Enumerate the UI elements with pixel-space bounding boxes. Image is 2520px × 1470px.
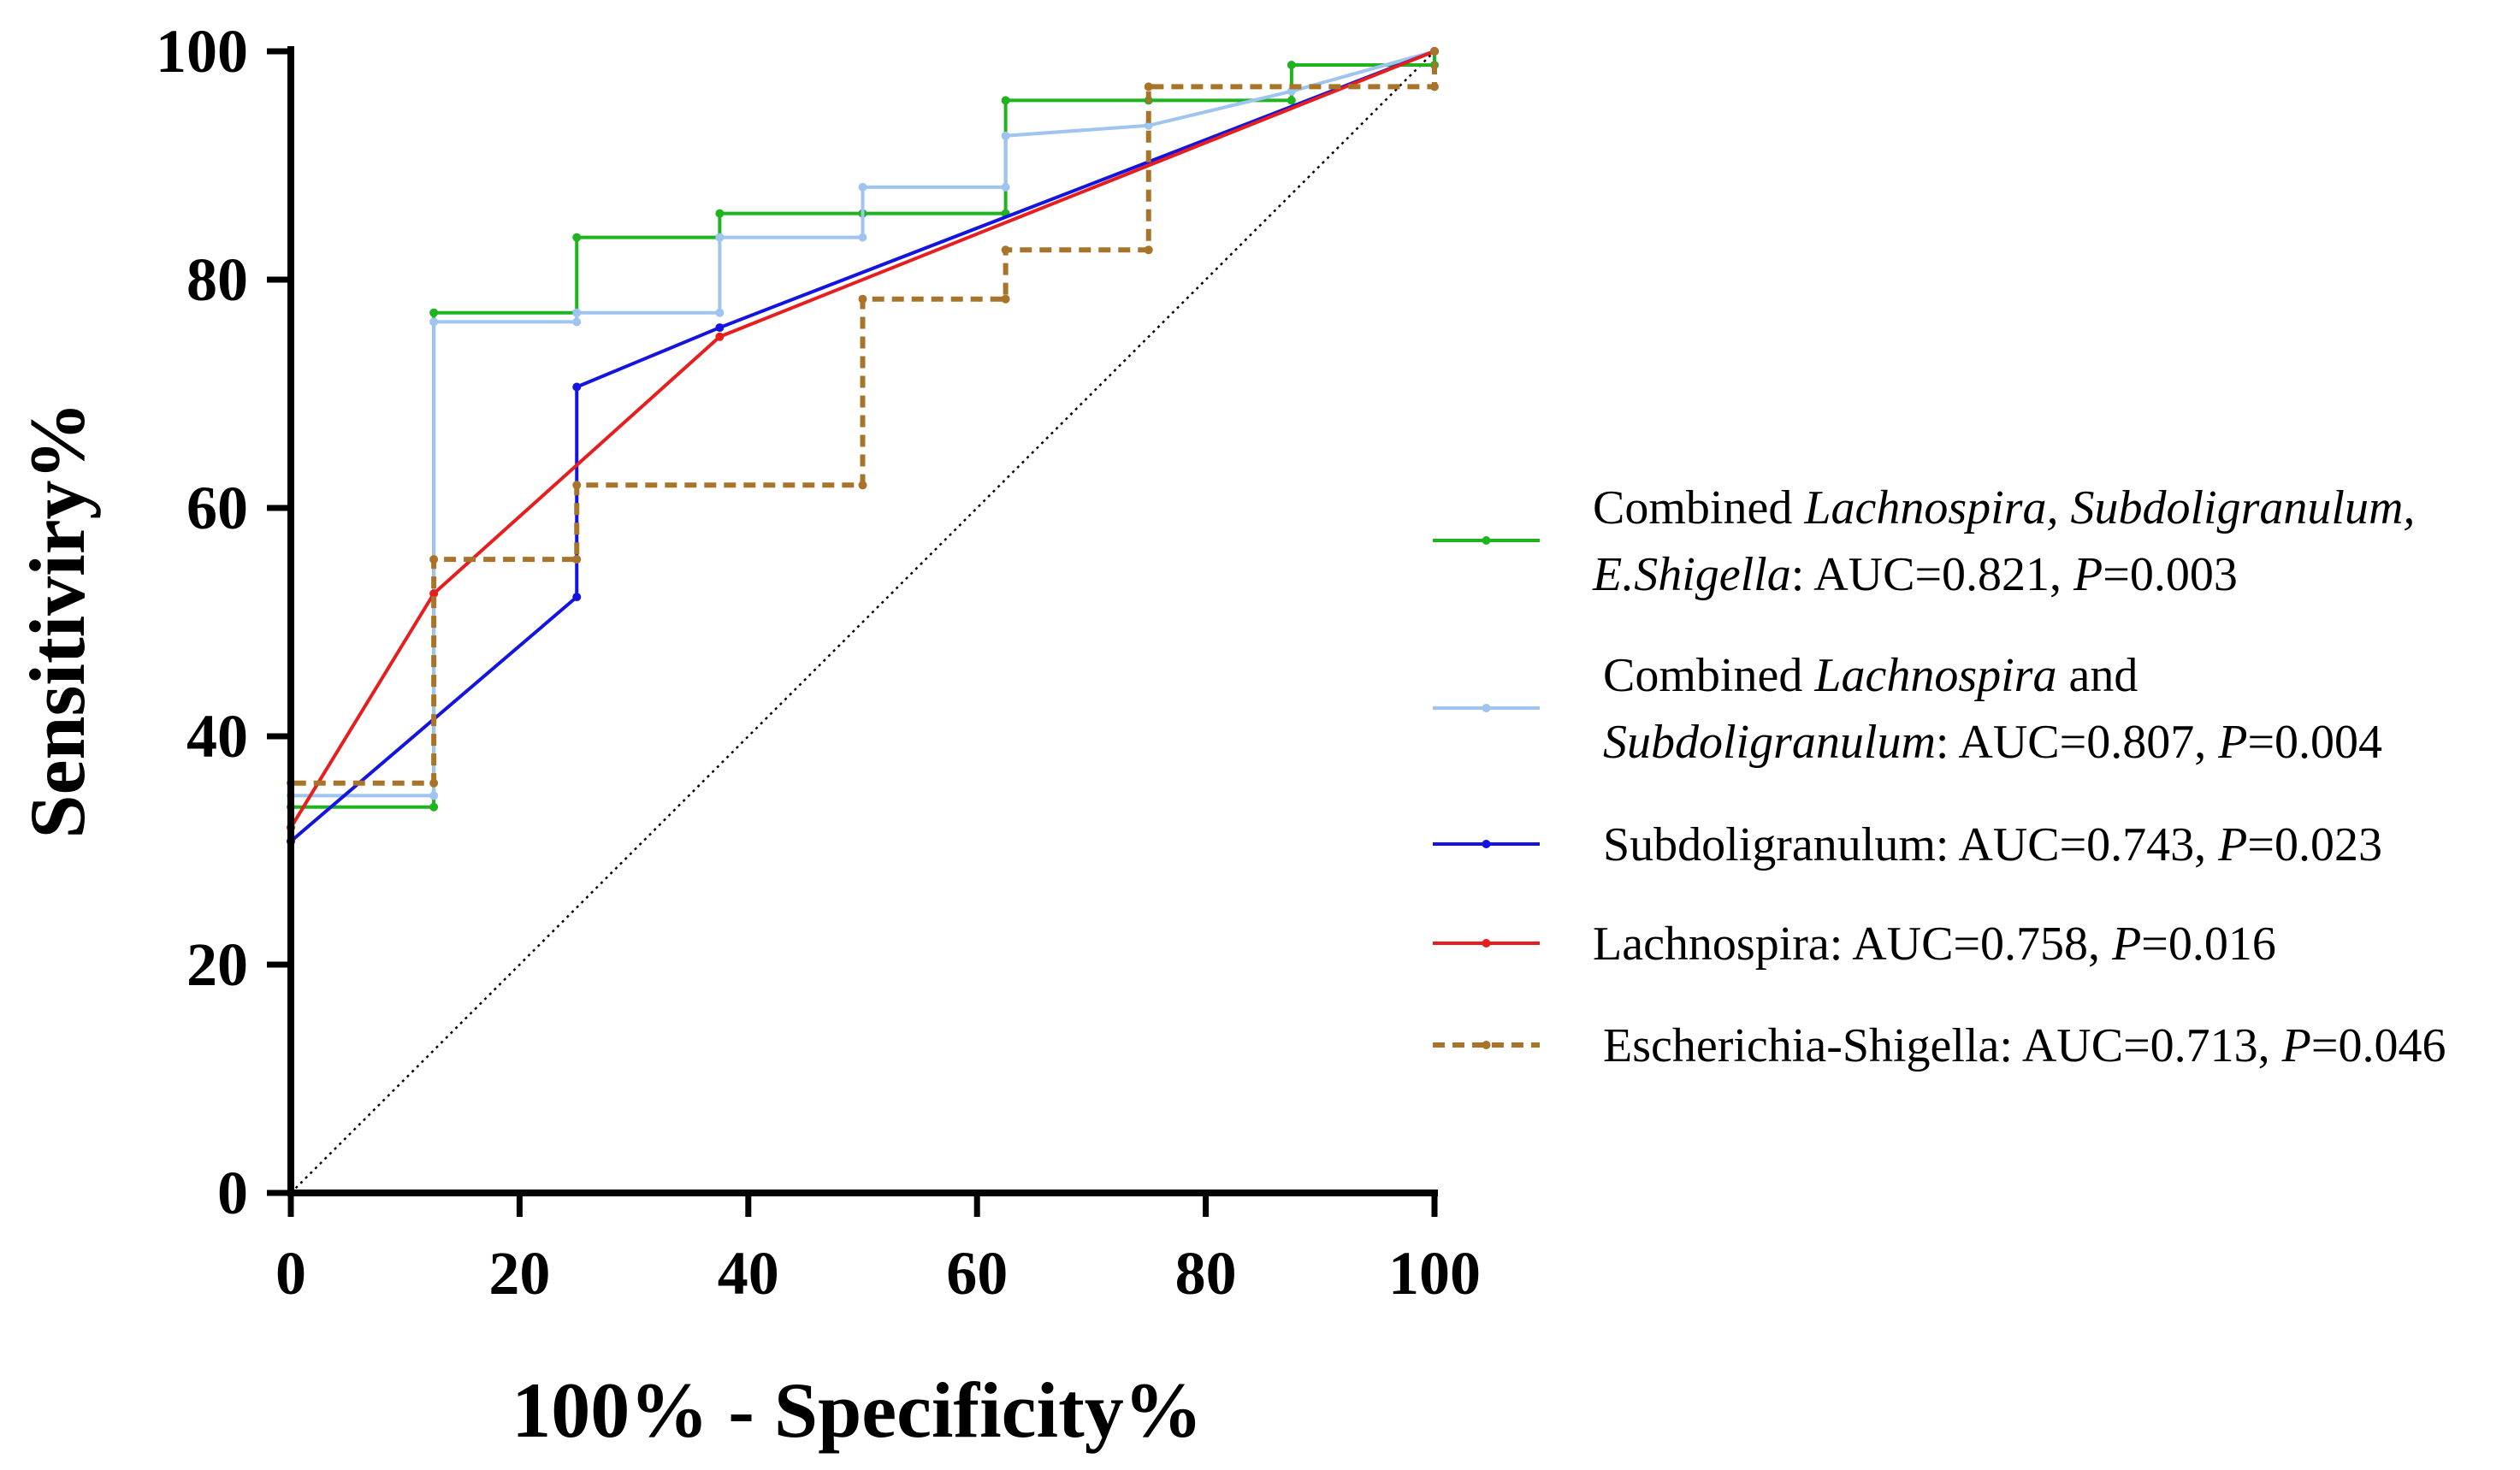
axes: 0 20 40 60 80 100 0 20 40 60 80 100 bbox=[156, 17, 1481, 1308]
series-2-point bbox=[572, 593, 582, 602]
legend-item-1: Combined Lachnospira and Subdoligranulum:… bbox=[1433, 649, 2382, 769]
series-0-point bbox=[429, 308, 439, 317]
series-1-point bbox=[1001, 182, 1010, 192]
legend-marker-4 bbox=[1482, 1041, 1491, 1049]
series-0-point bbox=[1287, 61, 1296, 70]
y-tick-label: 40 bbox=[186, 702, 248, 770]
legend-marker-2 bbox=[1482, 840, 1491, 848]
series-3-point bbox=[715, 332, 725, 341]
series-4-point bbox=[858, 481, 867, 490]
series-3-point bbox=[429, 589, 439, 599]
series-4-point bbox=[572, 481, 582, 490]
x-tick-label: 20 bbox=[488, 1239, 550, 1308]
series-4-point bbox=[572, 555, 582, 564]
y-tick-label: 100 bbox=[156, 17, 248, 86]
x-tick-label: 60 bbox=[946, 1239, 1008, 1308]
series-1-point bbox=[858, 233, 867, 242]
reference-diagonal bbox=[290, 50, 1435, 1194]
series-4-point bbox=[1144, 245, 1153, 255]
legend-label-1: Subdoligranulum: AUC=0.807, P=0.004 bbox=[1603, 716, 2382, 769]
series-0-point bbox=[572, 233, 582, 242]
series-1-point bbox=[1001, 131, 1010, 140]
series-4-point bbox=[1001, 245, 1010, 255]
legend: Combined Lachnospira, Subdoligranulum, E.… bbox=[1433, 481, 2446, 1072]
legend-label-0: E.Shigella: AUC=0.821, P=0.003 bbox=[1592, 548, 2238, 601]
series-0-point bbox=[1001, 96, 1010, 105]
y-tick-label: 0 bbox=[217, 1159, 248, 1227]
series-0-point bbox=[429, 802, 439, 812]
x-axis-title: 100% - Specificity% bbox=[512, 1367, 1202, 1454]
series-4-point bbox=[1144, 82, 1153, 92]
series-4-point bbox=[858, 294, 867, 304]
x-tick-label: 80 bbox=[1175, 1239, 1237, 1308]
series-4 bbox=[287, 47, 1439, 1197]
series-4-point bbox=[1430, 82, 1439, 92]
series-4-point bbox=[1430, 47, 1439, 56]
legend-item-0: Combined Lachnospira, Subdoligranulum, E.… bbox=[1433, 481, 2415, 601]
series-4-point bbox=[1001, 294, 1010, 304]
series-1-point bbox=[572, 317, 582, 327]
legend-item-3: Lachnospira: AUC=0.758, P=0.016 bbox=[1433, 918, 2276, 971]
series-2-point bbox=[715, 323, 725, 333]
legend-label-2: Subdoligranulum: AUC=0.743, P=0.023 bbox=[1603, 818, 2382, 871]
legend-item-4: Escherichia-Shigella: AUC=0.713, P=0.046 bbox=[1433, 1019, 2446, 1072]
series-1-point bbox=[858, 182, 867, 192]
legend-marker-3 bbox=[1482, 939, 1491, 948]
series-1-point bbox=[715, 233, 725, 242]
x-tick-label: 100 bbox=[1388, 1239, 1481, 1308]
reference-line bbox=[290, 50, 1435, 1194]
series-4-point bbox=[429, 778, 439, 788]
legend-label-0: Combined Lachnospira, Subdoligranulum, bbox=[1593, 481, 2415, 534]
x-tick-label: 40 bbox=[718, 1239, 779, 1308]
y-tick-label: 20 bbox=[186, 930, 248, 999]
series-1-point bbox=[572, 308, 582, 317]
legend-item-2: Subdoligranulum: AUC=0.743, P=0.023 bbox=[1433, 818, 2382, 871]
series-4-point bbox=[429, 555, 439, 564]
series-1-point bbox=[1144, 121, 1153, 130]
y-axis-title: Sensitiviry% bbox=[14, 401, 101, 838]
series-1-point bbox=[429, 791, 439, 800]
series-0-point bbox=[715, 209, 725, 218]
series-1-point bbox=[715, 308, 725, 317]
legend-label-3: Lachnospira: AUC=0.758, P=0.016 bbox=[1593, 918, 2276, 971]
x-tick-label: 0 bbox=[275, 1239, 306, 1308]
series-0-point bbox=[1287, 96, 1296, 105]
legend-marker-0 bbox=[1482, 536, 1491, 545]
series-line-4 bbox=[288, 51, 1437, 1193]
legend-label-1: Combined Lachnospira and bbox=[1603, 649, 2138, 702]
series-1-point bbox=[429, 317, 439, 327]
series-2-point bbox=[572, 382, 582, 392]
y-tick-label: 60 bbox=[186, 474, 248, 542]
y-tick-label: 80 bbox=[186, 245, 248, 314]
legend-marker-1 bbox=[1482, 704, 1491, 712]
legend-label-4: Escherichia-Shigella: AUC=0.713, P=0.046 bbox=[1603, 1019, 2446, 1072]
